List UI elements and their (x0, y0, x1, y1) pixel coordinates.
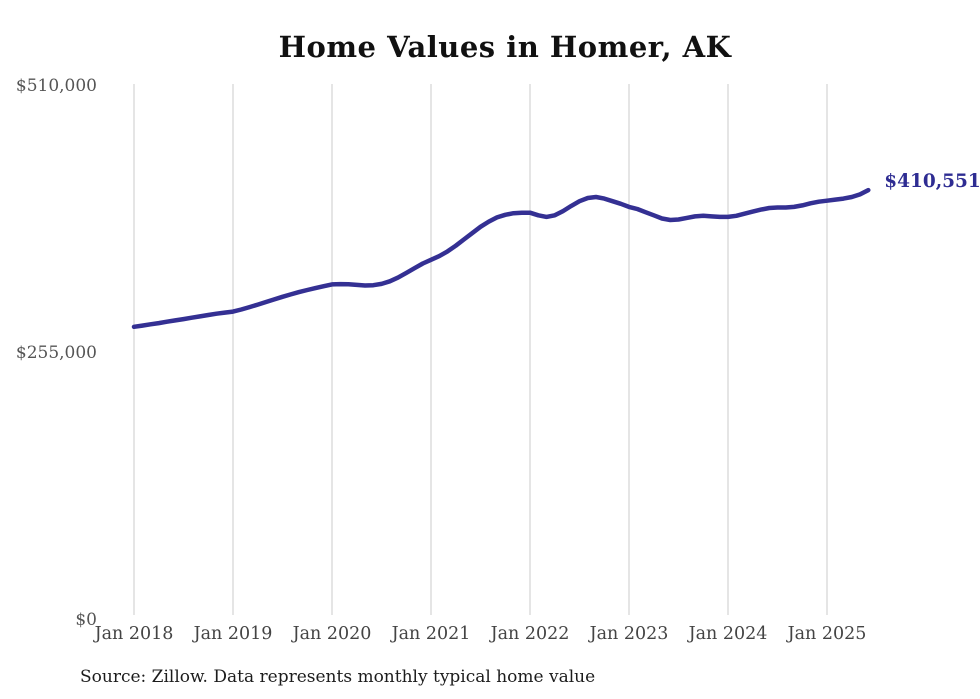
source-note: Source: Zillow. Data represents monthly … (80, 667, 596, 687)
home-value-line (131, 187, 871, 330)
gridlines (133, 84, 828, 615)
x-tick-label: Jan 2025 (787, 624, 867, 644)
y-tick-label: $0 (75, 610, 97, 630)
chart-title: Home Values in Homer, AK (278, 30, 732, 64)
x-tick-label: Jan 2021 (391, 624, 471, 644)
x-tick-label: Jan 2023 (589, 624, 669, 644)
x-tick-label: Jan 2019 (193, 624, 273, 644)
x-tick-label: Jan 2022 (490, 624, 570, 644)
x-tick-label: Jan 2018 (94, 624, 174, 644)
x-tick-label: Jan 2020 (292, 624, 372, 644)
y-tick-label: $510,000 (15, 76, 97, 96)
y-tick-label: $255,000 (15, 343, 97, 363)
latest-value-label: $410,551 (884, 171, 980, 193)
x-tick-label: Jan 2024 (688, 624, 768, 644)
